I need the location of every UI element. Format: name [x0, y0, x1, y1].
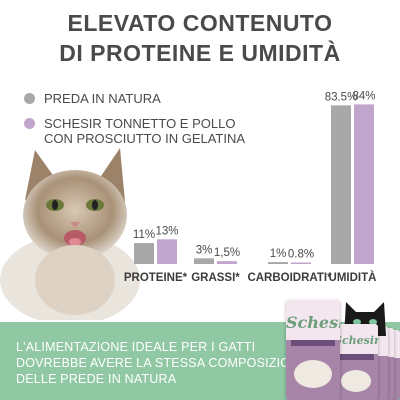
product-pack-secondary: Schesir	[334, 324, 378, 400]
legend-label-schesir-1: SCHESIR TONNETTO E POLLO	[44, 116, 236, 131]
category-label-2: CARBOIDRATI*	[247, 272, 332, 284]
value-label-preda-0: 11%	[133, 229, 155, 241]
banner-line-1: L'ALIMENTAZIONE IDEALE PER I GATTI	[16, 340, 256, 354]
value-label-schesir-2: 0.8%	[288, 248, 314, 260]
pack-brand-logo-2: Schesir	[334, 334, 378, 347]
bar-schesir-0	[157, 239, 177, 264]
value-label-schesir-3: 84%	[352, 90, 375, 102]
legend-dot-purple	[24, 118, 35, 129]
bar-preda-2	[268, 262, 288, 264]
banner-line-2: DOVREBBE AVERE LA STESSA COMPOSIZIONE	[16, 356, 308, 370]
banner-line-3: DELLE PREDE IN NATURA	[16, 372, 177, 386]
bar-preda-3	[331, 105, 351, 264]
bar-preda-0	[134, 243, 154, 264]
category-label-1: GRASSI*	[191, 272, 240, 284]
value-label-schesir-1: 1,5%	[214, 247, 240, 259]
title-line-2: DI PROTEINE E UMIDITÀ	[59, 40, 341, 66]
pack-brand-logo: Schesir	[286, 313, 340, 332]
value-label-preda-3: 83.5%	[325, 91, 358, 103]
title-line-1: ELEVATO CONTENUTO	[67, 10, 333, 36]
legend-label-schesir-2: CON PROSCIUTTO IN GELATINA	[44, 131, 246, 146]
kitten-image	[0, 148, 140, 320]
value-label-schesir-0: 13%	[155, 225, 178, 237]
value-label-preda-2: 1%	[270, 248, 287, 260]
category-label-3: UMIDITÀ	[329, 271, 377, 284]
category-label-0: PROTEINE*	[124, 272, 188, 284]
legend-dot-grey	[24, 93, 35, 104]
bar-schesir-2	[291, 262, 311, 264]
value-label-preda-1: 3%	[196, 244, 213, 256]
bar-schesir-1	[217, 261, 237, 264]
product-pack-front: Schesir	[286, 300, 340, 400]
bar-schesir-3	[354, 104, 374, 265]
legend-label-preda: PREDA IN NATURA	[44, 91, 161, 106]
bar-preda-1	[194, 258, 214, 264]
